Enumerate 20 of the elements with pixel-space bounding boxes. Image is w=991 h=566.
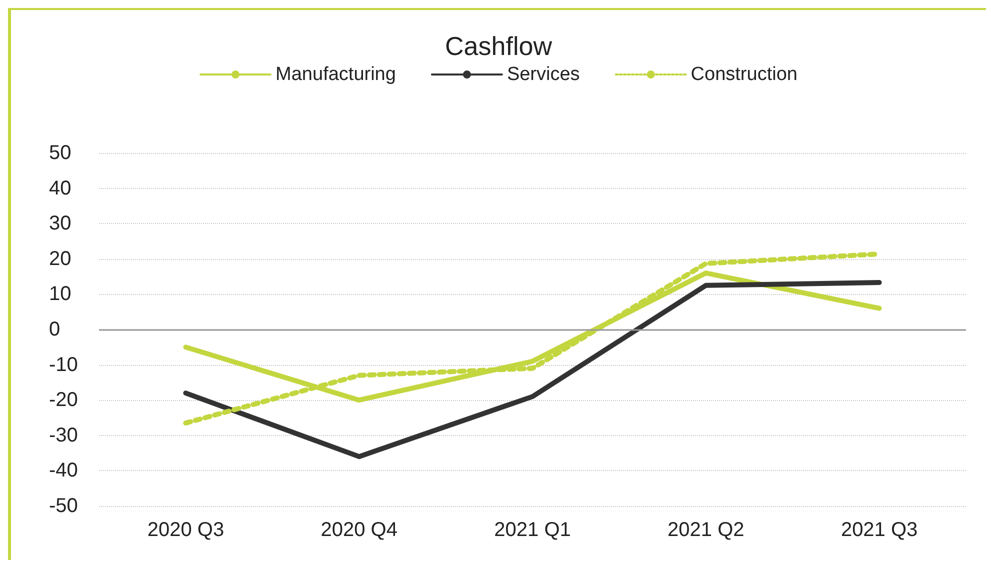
chart-title: Cashflow: [445, 31, 552, 61]
y-tick-label: -20: [49, 389, 78, 412]
y-tick-label: 10: [49, 283, 72, 306]
x-tick-label: 2020 Q3: [147, 519, 224, 541]
x-tick-label: 2021 Q1: [494, 519, 571, 541]
x-tick-label: 2020 Q4: [320, 519, 398, 541]
y-tick-label: 0: [49, 318, 60, 340]
x-tick-label: 2021 Q3: [840, 519, 918, 541]
legend-label: Services: [506, 64, 580, 85]
y-tick-label: -10: [49, 354, 78, 376]
y-tick-label: -40: [49, 460, 78, 482]
y-tick-label: 50: [49, 142, 72, 164]
legend-label: Manufacturing: [276, 64, 396, 85]
y-tick-label: 20: [49, 248, 72, 270]
y-tick-label: -50: [49, 495, 78, 517]
legend-label: Construction: [690, 64, 798, 85]
x-tick-label: 2021 Q2: [668, 519, 744, 541]
y-tick-label: -30: [49, 424, 78, 446]
y-tick-label: 30: [49, 212, 72, 235]
y-tick-label: 40: [49, 177, 72, 200]
